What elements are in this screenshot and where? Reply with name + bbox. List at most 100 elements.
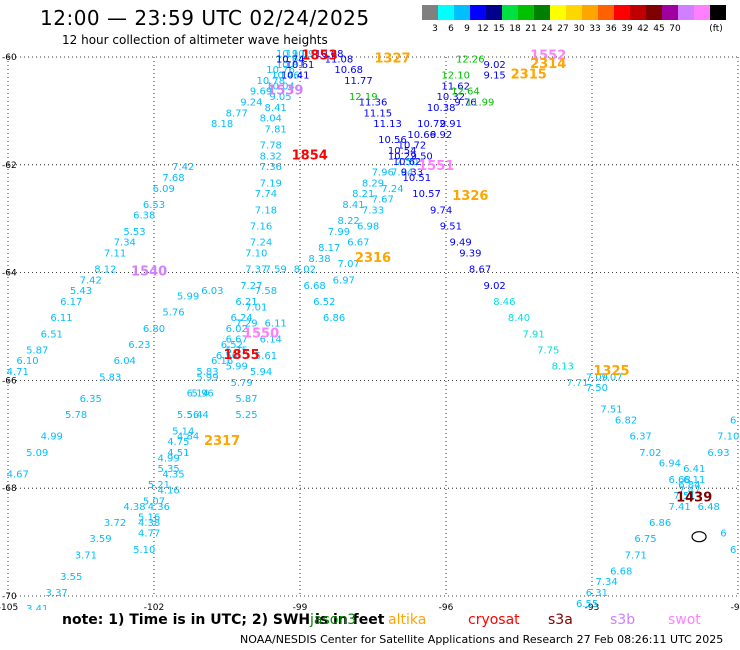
swh-value: 5.76 <box>162 308 184 319</box>
swh-value: 9.49 <box>449 238 471 249</box>
colorbar-swatch <box>502 5 518 20</box>
swh-value: 7.10 <box>717 432 739 443</box>
swh-value: 8.38 <box>308 254 330 265</box>
swh-value: 7.16 <box>250 221 272 232</box>
swh-value: 7.51 <box>673 491 695 502</box>
swh-value: 10.68 <box>334 65 363 76</box>
swh-value: 7.34 <box>595 577 617 588</box>
swh-value: 7.24 <box>381 184 403 195</box>
swh-value: 7.37 <box>245 265 267 276</box>
swh-value: 3.72 <box>104 518 126 529</box>
satellite-s3a: s3a <box>548 612 573 628</box>
swh-value: 7.42 <box>172 162 194 173</box>
swh-value: 8.17 <box>318 243 340 254</box>
swh-value: 4.71 <box>7 367 29 378</box>
swh-value: 12.26 <box>456 54 485 65</box>
pass-time-label: 1855 <box>224 348 260 363</box>
swh-value: 11.62 <box>441 81 470 92</box>
swh-value: 9.15 <box>484 71 506 82</box>
swh-value: 7.42 <box>80 275 102 286</box>
swh-value: 11.36 <box>359 98 388 109</box>
swh-value: 4.36 <box>148 502 170 513</box>
swh-value: 6.37 <box>630 432 652 443</box>
swh-value: 7.81 <box>265 124 287 135</box>
swh-value: 4.51 <box>167 448 189 459</box>
swh-value: 6.41 <box>683 464 705 475</box>
swh-value: 7.09 <box>586 372 608 383</box>
swh-value: 12.10 <box>441 71 470 82</box>
colorbar-swatch <box>518 5 534 20</box>
swh-value: 8.40 <box>508 313 530 324</box>
swh-value: 9.39 <box>459 248 481 259</box>
pass-time-label: 2316 <box>355 251 391 266</box>
swh-value: 7.71 <box>625 550 647 561</box>
swh-value: 3.59 <box>89 534 111 545</box>
colorbar-swatch <box>598 5 614 20</box>
swh-value: 11.13 <box>373 119 402 130</box>
swh-value: 7.01 <box>245 302 267 313</box>
colorbar-swatch <box>566 5 582 20</box>
swh-value: 12.19 <box>349 92 378 103</box>
swh-value: 5.43 <box>70 286 92 297</box>
swh-value: 5.53 <box>123 227 145 238</box>
swh-value: 8.41 <box>265 103 287 114</box>
swh-value: 4.99 <box>157 453 179 464</box>
swh-value: 6.52 <box>313 297 335 308</box>
swh-value: 11.77 <box>344 76 373 87</box>
swh-value: 10.38 <box>427 103 456 114</box>
swh-value: 3.55 <box>60 572 82 583</box>
chart-title: 12:00 — 23:59 UTC 02/24/2025 <box>40 6 370 30</box>
swh-value: 4.67 <box>7 469 29 480</box>
swh-value: 5.35 <box>157 464 179 475</box>
swh-value: 6.82 <box>615 416 637 427</box>
swh-value: 6.68 <box>303 281 325 292</box>
swh-value: 7.74 <box>255 189 277 200</box>
swh-value: 9.05 <box>269 92 291 103</box>
swh-value: 4.84 <box>177 432 199 443</box>
swh-value: 7.99 <box>328 227 350 238</box>
swh-value: 6.14 <box>187 389 209 400</box>
swh-value: 6.38 <box>133 211 155 222</box>
swh-value: 7.91 <box>522 329 544 340</box>
x-tick-label: -105 <box>0 603 18 610</box>
swh-value: 7.75 <box>537 345 559 356</box>
y-tick-label: -68 <box>2 484 17 494</box>
x-tick-label: -102 <box>144 603 164 610</box>
pass-time-label: 2317 <box>204 434 240 449</box>
colorbar-label: 15 <box>493 24 504 34</box>
swh-value: 6.75 <box>634 534 656 545</box>
swh-value: 5.99 <box>177 292 199 303</box>
swh-value: 6.51 <box>41 329 63 340</box>
swh-value: 5.09 <box>26 448 48 459</box>
colorbar-label: 24 <box>541 24 553 34</box>
swh-value: 10.51 <box>402 173 431 184</box>
swh-value: 5.56 <box>177 410 199 421</box>
swh-value: 7.78 <box>260 141 282 152</box>
swh-value: 7.51 <box>600 405 622 416</box>
swh-value: 7.33 <box>362 205 384 216</box>
swh-value: 6.11 <box>683 475 705 486</box>
swh-value: 8.12 <box>94 265 116 276</box>
swh-value: 6.52 <box>221 340 243 351</box>
swh-value: 7.64 <box>391 168 413 179</box>
colorbar-swatch <box>454 5 470 20</box>
swh-value: 10.66 <box>407 130 436 141</box>
swh-value: 5.61 <box>255 351 277 362</box>
swh-value: 7.24 <box>250 238 272 249</box>
swh-value: 6.10 <box>16 356 38 367</box>
colorbar-label: 6 <box>448 24 454 34</box>
swh-value: 6.17 <box>60 297 82 308</box>
swh-value: 7.47 <box>678 486 700 497</box>
swh-value: 7.07 <box>600 372 622 383</box>
colorbar-label: 70 <box>669 24 681 34</box>
swh-value: 10.46 <box>271 71 300 82</box>
swh-value: 6.98 <box>357 221 379 232</box>
swh-value: 6.48 <box>698 502 720 513</box>
swh-value: 6.68 <box>610 566 632 577</box>
swh-value: 10.64 <box>276 54 305 65</box>
pass-time-label: 2314 <box>530 57 566 72</box>
swh-value: 6 <box>720 529 726 540</box>
x-tick-label: -90 <box>731 603 740 610</box>
colorbar-label: 39 <box>621 24 633 34</box>
swh-value: 10.04 <box>266 81 295 92</box>
